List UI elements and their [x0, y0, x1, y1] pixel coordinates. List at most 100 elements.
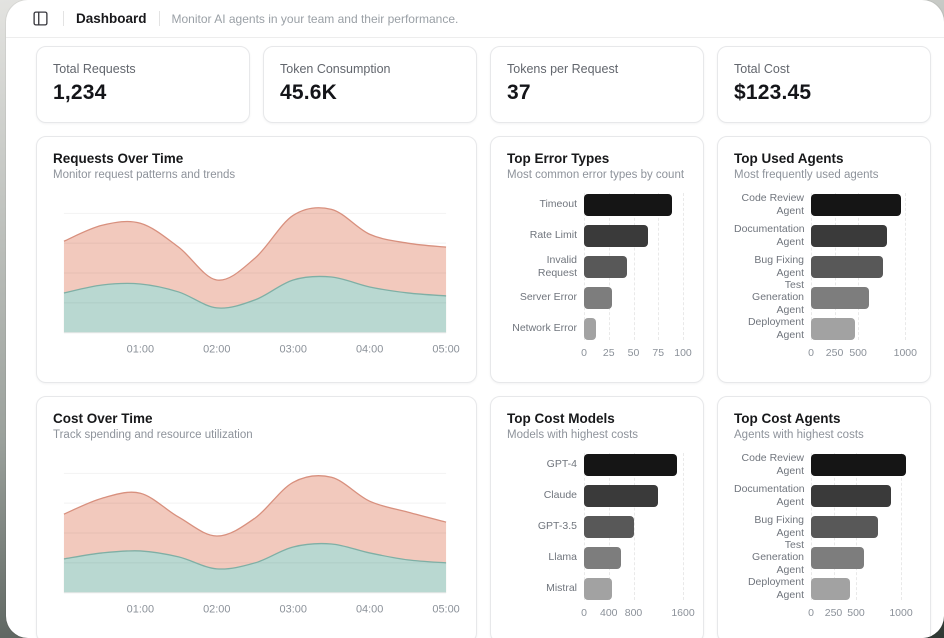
stat-label: Total Requests: [53, 62, 136, 76]
dashboard-content: Total Requests 1,234 Token Consumption 4…: [6, 38, 944, 638]
bar-row: Timeout: [507, 189, 687, 220]
area-chart-svg: 01:00 02:00 03:00 04:00 05:00: [63, 207, 460, 356]
stat-card-total-cost: Total Cost $123.45: [717, 46, 931, 123]
bar-track: [584, 193, 683, 216]
bar: [584, 484, 659, 507]
bar-track: [584, 286, 683, 309]
bar-label: Documentation Agent: [734, 223, 805, 248]
requests-over-time-chart: 01:00 02:00 03:00 04:00 05:00: [53, 195, 460, 365]
bar: [811, 453, 906, 476]
top-cost-models-chart: GPT-4 Claude GPT-3.5 Llama Mistral 0 400 800 160…: [507, 449, 695, 622]
divider: [158, 11, 160, 26]
bar-row: Documentation Agent: [734, 220, 914, 251]
app-window: Dashboard Monitor AI agents in your team…: [6, 0, 944, 638]
x-axis-tick-label: 250: [825, 347, 844, 359]
bar: [811, 286, 870, 309]
x-axis: 0 250 500 1000: [808, 344, 917, 362]
x-axis-tick-label: 03:00: [280, 604, 307, 616]
bar-label: Test Generation Agent: [752, 538, 804, 576]
bar-label: Deployment Agent: [747, 316, 804, 341]
bar-label: Invalid Request: [537, 254, 577, 279]
x-axis-tick-label: 05:00: [432, 344, 459, 356]
bar-label: Documentation Agent: [734, 483, 805, 508]
chart-subtitle: Most frequently used agents: [734, 169, 879, 181]
bar: [584, 515, 634, 538]
chart-card-cost-over-time: Cost Over Time Track spending and resour…: [36, 396, 477, 638]
area-chart-svg: 01:00 02:00 03:00 04:00 05:00: [63, 472, 460, 616]
x-axis-tick-label: 400: [599, 607, 618, 619]
bar-label: Code Review Agent: [741, 192, 804, 217]
top-error-types-chart: Timeout Rate Limit Invalid Request Server E…: [507, 189, 692, 362]
page-subtitle: Monitor AI agents in your team and their…: [171, 11, 459, 26]
chart-title: Top Cost Agents: [734, 411, 841, 426]
bar-label: Test Generation Agent: [752, 278, 804, 316]
bar: [584, 286, 612, 309]
bar-track: [584, 255, 683, 278]
chart-subtitle: Agents with highest costs: [734, 429, 864, 441]
chart-title: Requests Over Time: [53, 151, 184, 166]
chart-title: Top Error Types: [507, 151, 610, 166]
x-axis-tick-label: 800: [624, 607, 643, 619]
bar: [584, 546, 622, 569]
chart-card-requests-over-time: Requests Over Time Monitor request patte…: [36, 136, 477, 383]
bar-row: Invalid Request: [507, 251, 687, 282]
bar-track: [811, 546, 910, 569]
bar-track: [811, 255, 910, 278]
bar-row: Documentation Agent: [734, 480, 914, 511]
sidebar-toggle-button[interactable]: [30, 8, 51, 29]
chart-subtitle: Track spending and resource utilization: [53, 429, 253, 441]
bar-track: [811, 577, 910, 600]
bar-label: Mistral: [546, 582, 577, 595]
stat-card-token-consumption: Token Consumption 45.6K: [263, 46, 477, 123]
x-axis-tick-label: 04:00: [356, 604, 383, 616]
bar-label: Bug Fixing Agent: [754, 514, 804, 539]
bar-row: Deployment Agent: [734, 313, 914, 344]
x-axis-tick-label: 0: [581, 607, 587, 619]
chart-subtitle: Models with highest costs: [507, 429, 639, 441]
stat-label: Token Consumption: [280, 62, 391, 76]
bar-label: Bug Fixing Agent: [754, 254, 804, 279]
stat-value: 45.6K: [280, 81, 338, 104]
bar-track: [584, 484, 683, 507]
bar-row: GPT-4: [507, 449, 687, 480]
bar-rows: Timeout Rate Limit Invalid Request Server E…: [507, 189, 687, 344]
x-axis-tick-label: 500: [849, 347, 867, 359]
chart-subtitle: Most common error types by count: [507, 169, 685, 181]
bar-label: Rate Limit: [529, 229, 577, 242]
bar-rows: Code Review Agent Documentation Agent Bug …: [734, 189, 914, 344]
page-title: Dashboard: [76, 11, 147, 26]
stat-card-tokens-per-request: Tokens per Request 37: [490, 46, 704, 123]
bar: [811, 193, 901, 216]
x-axis-tick-label: 1600: [671, 607, 695, 619]
top-cost-agents-chart: Code Review Agent Documentation Agent Bug …: [734, 449, 914, 622]
stat-value: 1,234: [53, 81, 107, 104]
bar: [811, 546, 865, 569]
bar: [584, 193, 673, 216]
x-axis-tick-label: 100: [674, 347, 692, 359]
bar-track: [811, 515, 910, 538]
bar: [811, 224, 888, 247]
bar-track: [811, 224, 910, 247]
bar-label: Timeout: [539, 198, 577, 211]
bar-label: Network Error: [512, 322, 577, 335]
bar: [811, 484, 892, 507]
bar-track: [811, 317, 910, 340]
bar-label: Code Review Agent: [741, 452, 804, 477]
x-axis-tick-label: 04:00: [356, 344, 383, 356]
bar-track: [584, 546, 683, 569]
chart-title: Top Used Agents: [734, 151, 844, 166]
chart-title: Cost Over Time: [53, 411, 153, 426]
x-axis: 0 25 50 75 100: [581, 344, 692, 362]
bar-label: GPT-3.5: [537, 520, 577, 533]
x-axis-tick-label: 0: [808, 607, 814, 619]
bar-label: Claude: [543, 489, 577, 502]
divider: [63, 11, 64, 26]
bar-label: Server Error: [519, 291, 577, 304]
bar: [584, 255, 627, 278]
bar-row: Server Error: [507, 282, 687, 313]
x-axis-tick-label: 01:00: [127, 344, 154, 356]
x-axis-tick-label: 50: [627, 347, 640, 359]
chart-subtitle: Monitor request patterns and trends: [53, 169, 236, 181]
stat-value: 37: [507, 81, 531, 104]
stat-cards-row: Total Requests 1,234 Token Consumption 4…: [36, 46, 931, 123]
